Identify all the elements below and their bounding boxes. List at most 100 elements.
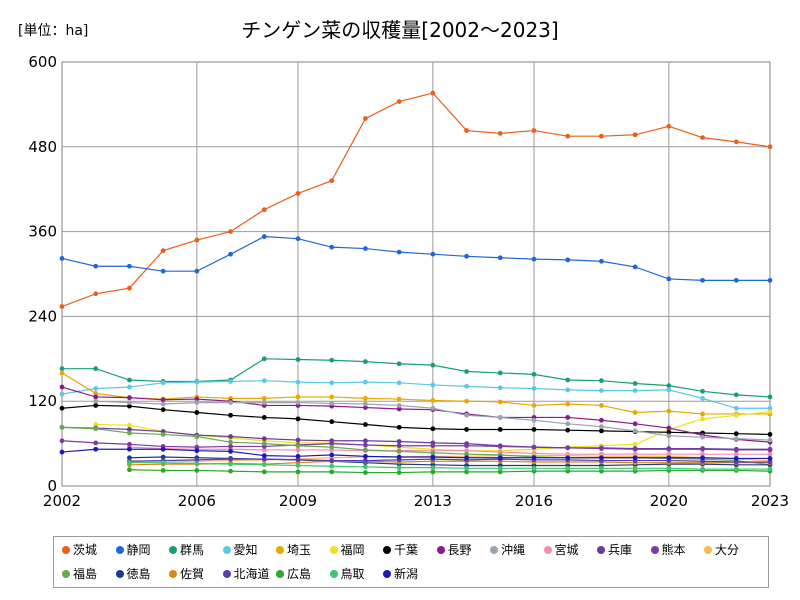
data-point xyxy=(632,132,638,138)
data-point xyxy=(531,417,537,423)
series-line-3 xyxy=(62,358,771,398)
data-point xyxy=(160,468,166,473)
legend-label: 静岡 xyxy=(126,543,151,557)
data-point xyxy=(261,378,267,384)
data-point xyxy=(363,438,368,444)
data-point xyxy=(497,455,503,461)
data-point xyxy=(261,395,267,401)
data-point xyxy=(464,448,469,454)
data-point xyxy=(733,466,739,472)
data-point xyxy=(261,469,267,475)
legend-marker xyxy=(115,546,124,554)
x-tick-label: 2013 xyxy=(414,492,452,510)
legend-label: 愛知 xyxy=(233,543,258,557)
data-point xyxy=(666,276,672,282)
data-point xyxy=(59,370,65,376)
data-point xyxy=(127,446,132,452)
data-point xyxy=(464,451,469,457)
data-point xyxy=(430,251,436,257)
data-point xyxy=(363,401,368,407)
data-point xyxy=(93,440,99,446)
data-point xyxy=(733,405,739,411)
x-tick-label: 2006 xyxy=(178,492,216,510)
data-point xyxy=(194,468,200,473)
x-tick-label: 2023 xyxy=(751,492,789,510)
data-point xyxy=(363,447,368,453)
data-point xyxy=(295,443,301,449)
data-point xyxy=(160,268,166,274)
data-point xyxy=(396,424,402,430)
data-point xyxy=(160,407,166,413)
data-point xyxy=(767,451,773,457)
legend: 茨城 静岡 群馬 愛知 埼玉 福岡 千葉 長野 沖縄 宮城 兵庫 熊本 大分 福島 徳島 佐賀 北海道 広島 鳥取 新… xyxy=(53,536,769,588)
data-point xyxy=(194,396,200,402)
data-point xyxy=(363,453,368,459)
data-point xyxy=(396,396,402,402)
data-point xyxy=(295,437,301,443)
data-point xyxy=(632,264,638,270)
data-point xyxy=(531,427,537,432)
legend-marker xyxy=(490,546,498,554)
data-point xyxy=(666,455,672,461)
legend-item: 大分 xyxy=(704,543,739,557)
data-point xyxy=(666,123,672,129)
data-point xyxy=(295,236,301,242)
data-point xyxy=(497,415,503,420)
data-point xyxy=(93,263,99,269)
data-point xyxy=(599,258,604,264)
data-point xyxy=(700,277,705,283)
data-point xyxy=(329,357,335,363)
legend-label: 福島 xyxy=(73,567,98,581)
data-point xyxy=(228,400,233,406)
data-point xyxy=(767,447,773,453)
data-point xyxy=(127,467,132,473)
data-point xyxy=(430,382,436,388)
data-point xyxy=(497,255,503,261)
data-point xyxy=(59,405,65,411)
data-point xyxy=(396,470,402,475)
data-point xyxy=(733,451,739,457)
data-point xyxy=(127,460,132,466)
data-point xyxy=(127,395,132,401)
x-tick-label: 2009 xyxy=(279,492,317,510)
data-point xyxy=(295,463,301,468)
legend-label: 北海道 xyxy=(233,567,270,581)
data-point xyxy=(767,394,773,400)
data-point xyxy=(700,135,705,141)
data-point xyxy=(59,384,65,390)
data-point xyxy=(565,455,571,461)
data-point xyxy=(666,433,672,439)
series-line-17 xyxy=(129,458,770,463)
x-tick-label: 2002 xyxy=(43,492,81,510)
data-point xyxy=(497,427,503,432)
data-point xyxy=(329,394,335,400)
data-point xyxy=(497,130,503,136)
legend-marker xyxy=(436,546,445,554)
data-point xyxy=(396,448,402,454)
data-point xyxy=(599,417,604,423)
data-point xyxy=(464,455,469,461)
legend-item: 広島 xyxy=(276,567,311,581)
data-point xyxy=(531,444,537,450)
data-point xyxy=(464,383,469,389)
data-point xyxy=(430,450,436,456)
data-point xyxy=(396,99,402,104)
legend-marker xyxy=(543,546,552,554)
data-point xyxy=(767,144,773,150)
data-point xyxy=(565,445,571,451)
y-tick-label: 0 xyxy=(47,477,57,495)
data-point xyxy=(59,438,65,444)
data-point xyxy=(93,366,99,372)
series-line-19 xyxy=(129,462,770,470)
data-point xyxy=(261,356,267,362)
legend-item: 千葉 xyxy=(383,543,418,557)
data-point xyxy=(160,446,166,452)
data-point xyxy=(194,400,200,406)
data-point xyxy=(666,425,672,431)
data-point xyxy=(295,191,301,196)
data-point xyxy=(700,411,705,417)
legend-label: 熊本 xyxy=(661,543,686,557)
data-point xyxy=(464,412,469,418)
data-point xyxy=(194,457,200,463)
